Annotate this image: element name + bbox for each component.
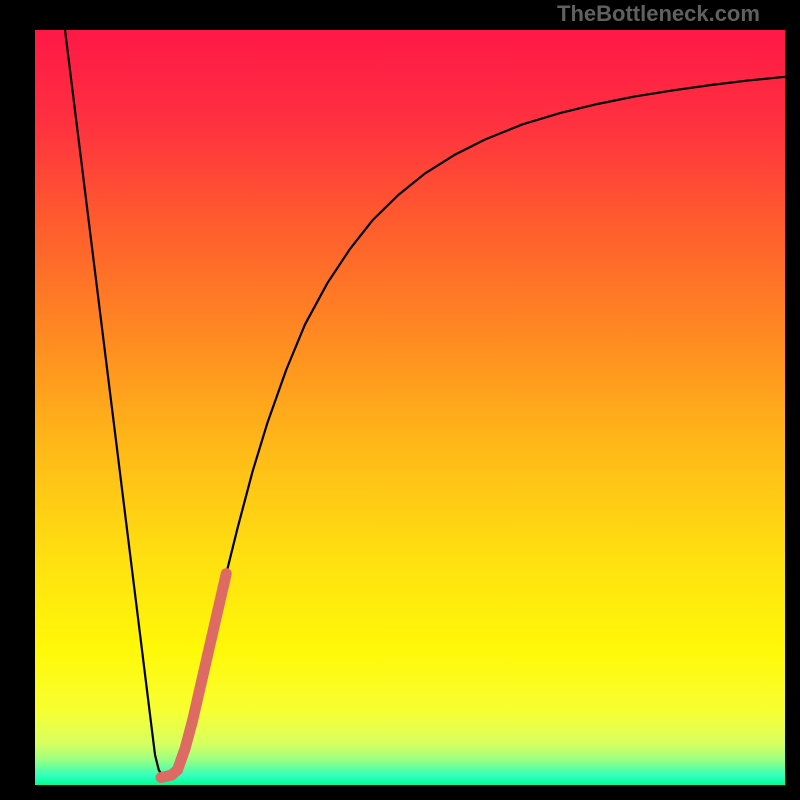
plot-area — [35, 30, 785, 785]
chart-outer: TheBottleneck.com — [0, 0, 800, 800]
chart-svg — [35, 30, 785, 785]
attribution-label: TheBottleneck.com — [557, 1, 760, 27]
gradient-background — [35, 30, 785, 785]
